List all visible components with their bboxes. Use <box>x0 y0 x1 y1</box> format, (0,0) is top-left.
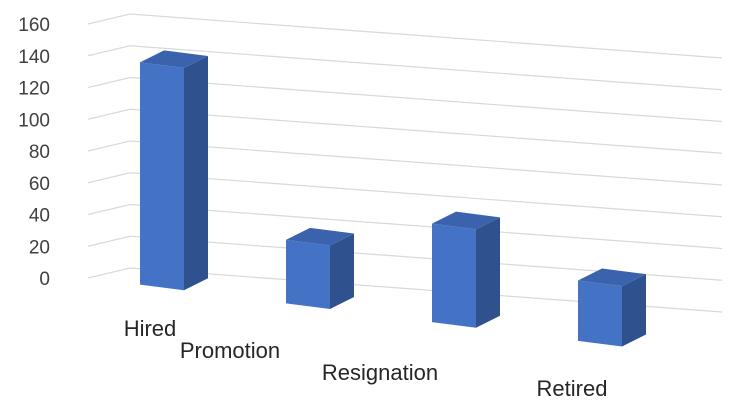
bar-top-face <box>286 227 354 246</box>
bar-side-face <box>184 56 208 291</box>
bar-resignation <box>432 211 500 328</box>
y-tick-label: 100 <box>18 110 50 131</box>
x-category-label: Hired <box>124 316 177 341</box>
bar-front-face <box>578 280 622 347</box>
y-tick-label: 80 <box>29 142 50 163</box>
bar-front-face <box>286 239 330 310</box>
gridline <box>87 172 723 218</box>
gridlines <box>87 13 723 313</box>
bar-front-face <box>432 223 476 328</box>
bar-side-face <box>476 217 500 328</box>
y-tick-label: 160 <box>18 15 50 36</box>
bar-side-face <box>622 274 646 347</box>
bar-retired <box>578 268 646 347</box>
gridline <box>87 267 723 313</box>
gridline <box>87 108 723 154</box>
bar-top-face <box>432 211 500 230</box>
y-tick-label: 0 <box>39 269 50 290</box>
bar-front-face <box>140 62 184 291</box>
x-category-label: Retired <box>537 376 608 401</box>
bar-top-face <box>140 50 208 69</box>
y-tick-label: 120 <box>18 79 50 100</box>
gridline <box>87 13 723 59</box>
gridline <box>87 140 723 186</box>
gridline <box>87 203 723 250</box>
y-tick-label: 140 <box>18 47 50 68</box>
bar-hired <box>140 50 208 291</box>
bar-promotion <box>286 227 354 310</box>
y-axis-ticks: 0 20 40 60 80 100 120 140 160 <box>18 15 50 290</box>
y-tick-label: 20 <box>29 237 50 258</box>
bar-top-face <box>578 268 646 287</box>
y-tick-label: 40 <box>29 206 50 227</box>
bars <box>140 50 646 347</box>
gridline <box>87 76 723 123</box>
gridline <box>87 45 723 91</box>
x-category-label: Promotion <box>180 338 280 363</box>
bar-side-face <box>330 233 354 310</box>
x-category-label: Resignation <box>322 360 438 385</box>
y-tick-label: 60 <box>29 174 50 195</box>
gridline <box>87 235 723 281</box>
